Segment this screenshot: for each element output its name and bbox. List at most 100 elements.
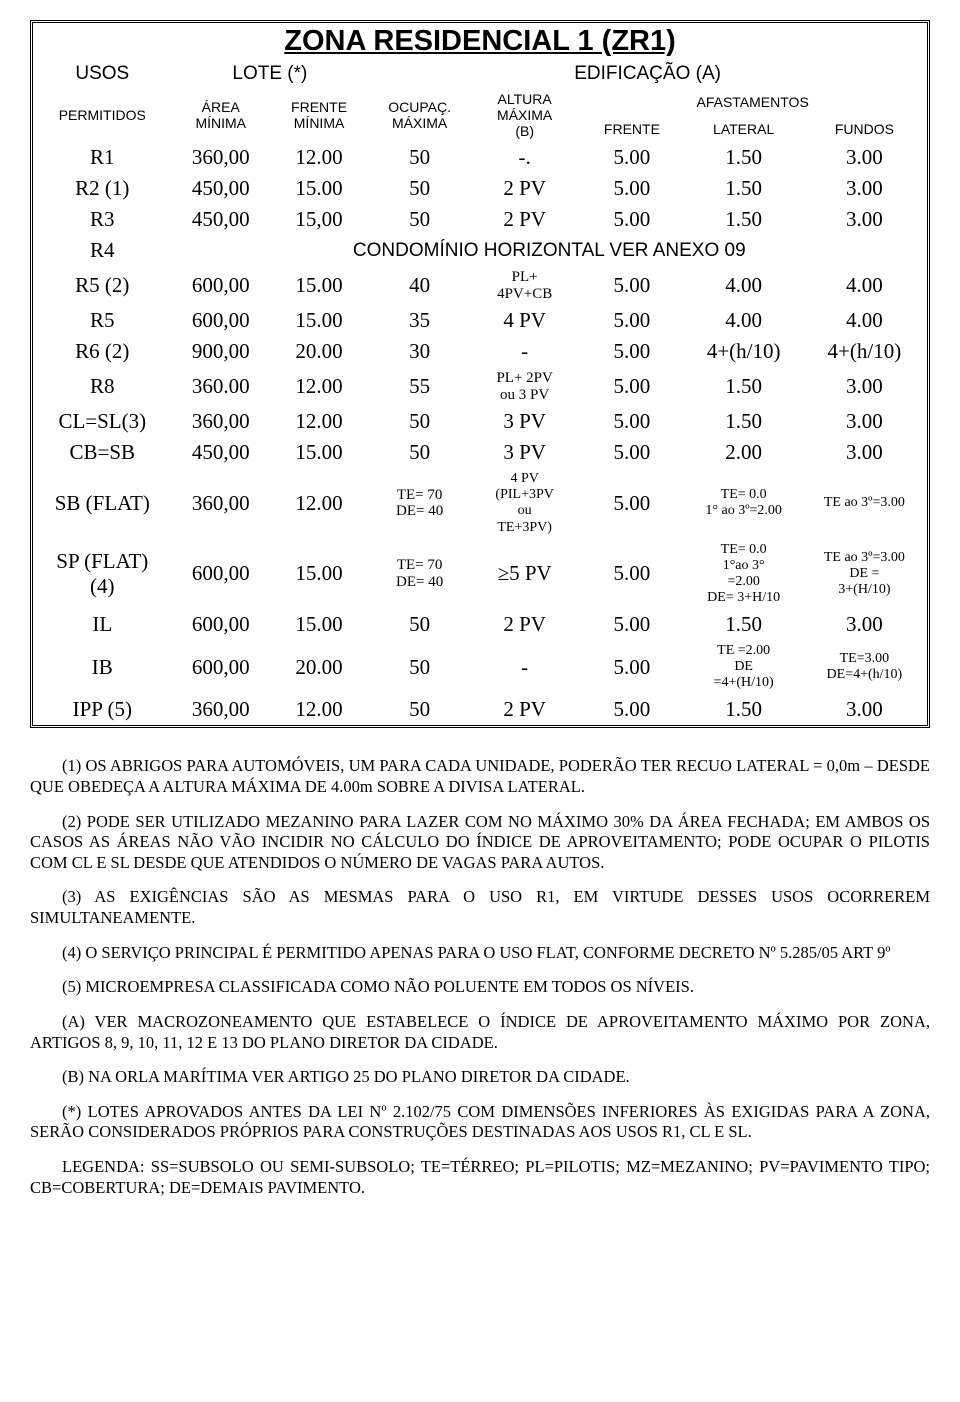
table-cell: 3 PV (471, 437, 578, 468)
table-cell: 3.00 (802, 204, 927, 235)
table-cell: 600,00 (172, 266, 270, 305)
table-cell: 15.00 (270, 539, 368, 609)
footnote: (1) OS ABRIGOS PARA AUTOMÓVEIS, UM PARA … (30, 756, 930, 797)
table-row: R3450,0015,00502 PV5.001.503.00 (33, 204, 927, 235)
table-cell: R8 (33, 367, 172, 406)
table-cell: 3.00 (802, 173, 927, 204)
table-cell: 360,00 (172, 406, 270, 437)
table-cell: 12.00 (270, 468, 368, 538)
table-cell: 20.00 (270, 640, 368, 694)
table-cell: 3.00 (802, 609, 927, 640)
table-cell: 50 (368, 694, 471, 725)
table-cell: 450,00 (172, 437, 270, 468)
table-cell: CL=SL(3) (33, 406, 172, 437)
footnote: (2) PODE SER UTILIZADO MEZANINO PARA LAZ… (30, 812, 930, 874)
table-cell: 4.00 (802, 305, 927, 336)
table-cell: 360,00 (172, 142, 270, 173)
table-cell: 450,00 (172, 173, 270, 204)
table-row: IPP (5)360,0012.00502 PV5.001.503.00 (33, 694, 927, 725)
table-cell: TE ao 3º=3.00 (802, 468, 927, 538)
table-row: SP (FLAT)(4)600,0015.00TE= 70DE= 40≥5 PV… (33, 539, 927, 609)
hdr-frente-min: FRENTEMÍNIMA (270, 88, 368, 142)
table-cell: 4+(h/10) (686, 336, 802, 367)
table-cell: 3.00 (802, 142, 927, 173)
footnote: LEGENDA: SS=SUBSOLO OU SEMI-SUBSOLO; TE=… (30, 1157, 930, 1198)
table-cell: 1.50 (686, 204, 802, 235)
table-cell: ≥5 PV (471, 539, 578, 609)
document-frame: ZONA RESIDENCIAL 1 (ZR1) USOS LOTE (*) E… (30, 20, 930, 728)
table-cell: 1.50 (686, 173, 802, 204)
table-cell: 360,00 (172, 694, 270, 725)
table-cell: 15.00 (270, 609, 368, 640)
table-cell: 20.00 (270, 336, 368, 367)
table-row: R6 (2)900,0020.0030-5.004+(h/10)4+(h/10) (33, 336, 927, 367)
table-cell: 1.50 (686, 609, 802, 640)
footnote: (B) NA ORLA MARÍTIMA VER ARTIGO 25 DO PL… (30, 1067, 930, 1088)
table-row: R1360,0012.0050-.5.001.503.00 (33, 142, 927, 173)
table-cell: 5.00 (578, 173, 685, 204)
table-cell: TE= 70DE= 40 (368, 468, 471, 538)
table-cell: 12.00 (270, 406, 368, 437)
table-cell: 5.00 (578, 367, 685, 406)
table-cell: R2 (1) (33, 173, 172, 204)
footnote: (4) O SERVIÇO PRINCIPAL É PERMITIDO APEN… (30, 943, 930, 964)
table-cell: 4.00 (802, 266, 927, 305)
table-cell: 15.00 (270, 266, 368, 305)
hdr-permitidos: PERMITIDOS (33, 88, 172, 142)
header-row-1: USOS LOTE (*) EDIFICAÇÃO (A) (33, 60, 927, 88)
table-cell: 4 PV (471, 305, 578, 336)
header-row-2: PERMITIDOS ÁREAMÍNIMA FRENTEMÍNIMA OCUPA… (33, 88, 927, 115)
table-cell: 1.50 (686, 367, 802, 406)
table-cell: 30 (368, 336, 471, 367)
table-cell: TE=3.00DE=4+(h/10) (802, 640, 927, 694)
table-cell: 2 PV (471, 204, 578, 235)
hdr-lateral: LATERAL (686, 115, 802, 142)
table-cell: 5.00 (578, 539, 685, 609)
table-row: R5600,0015.00354 PV5.004.004.00 (33, 305, 927, 336)
table-cell: 5.00 (578, 204, 685, 235)
table-cell: 600,00 (172, 609, 270, 640)
table-cell: 2 PV (471, 694, 578, 725)
table-cell: 4.00 (686, 305, 802, 336)
table-cell: 50 (368, 204, 471, 235)
table-cell: 360,00 (172, 468, 270, 538)
hdr-usos: USOS (33, 60, 172, 88)
table-cell: R4 (33, 235, 172, 266)
table-cell: 15,00 (270, 204, 368, 235)
table-row: R8360.0012.0055PL+ 2PVou 3 PV5.001.503.0… (33, 367, 927, 406)
table-row: R5 (2)600,0015.0040PL+4PV+CB5.004.004.00 (33, 266, 927, 305)
table-cell: 360.00 (172, 367, 270, 406)
table-cell: 15.00 (270, 437, 368, 468)
hdr-fundos: FUNDOS (802, 115, 927, 142)
table-cell: IPP (5) (33, 694, 172, 725)
table-cell: 1.50 (686, 694, 802, 725)
table-cell: 50 (368, 437, 471, 468)
table-cell: 5.00 (578, 406, 685, 437)
table-cell: 1.50 (686, 406, 802, 437)
table-cell: 900,00 (172, 336, 270, 367)
table-cell: 5.00 (578, 609, 685, 640)
hdr-edif: EDIFICAÇÃO (A) (368, 60, 927, 88)
table-cell: 4+(h/10) (802, 336, 927, 367)
table-cell: 12.00 (270, 367, 368, 406)
table-cell: 5.00 (578, 468, 685, 538)
table-cell: 2 PV (471, 173, 578, 204)
table-cell: 1.50 (686, 142, 802, 173)
table-cell: IB (33, 640, 172, 694)
table-cell: 55 (368, 367, 471, 406)
table-row: SB (FLAT)360,0012.00TE= 70DE= 404 PV(PIL… (33, 468, 927, 538)
table-cell: - (471, 336, 578, 367)
table-row: CL=SL(3)360,0012.00503 PV5.001.503.00 (33, 406, 927, 437)
hdr-altura-max: ALTURAMÁXIMA(B) (471, 88, 578, 142)
table-cell: 50 (368, 173, 471, 204)
table-cell: R6 (2) (33, 336, 172, 367)
table-cell: 450,00 (172, 204, 270, 235)
table-cell: 50 (368, 609, 471, 640)
hdr-afast: AFASTAMENTOS (578, 88, 927, 115)
table-cell: 3.00 (802, 367, 927, 406)
table-cell: 3 PV (471, 406, 578, 437)
footnote: (*) LOTES APROVADOS ANTES DA LEI Nº 2.10… (30, 1102, 930, 1143)
table-cell: R5 (2) (33, 266, 172, 305)
table-cell: TE= 70DE= 40 (368, 539, 471, 609)
table-cell: PL+ 2PVou 3 PV (471, 367, 578, 406)
